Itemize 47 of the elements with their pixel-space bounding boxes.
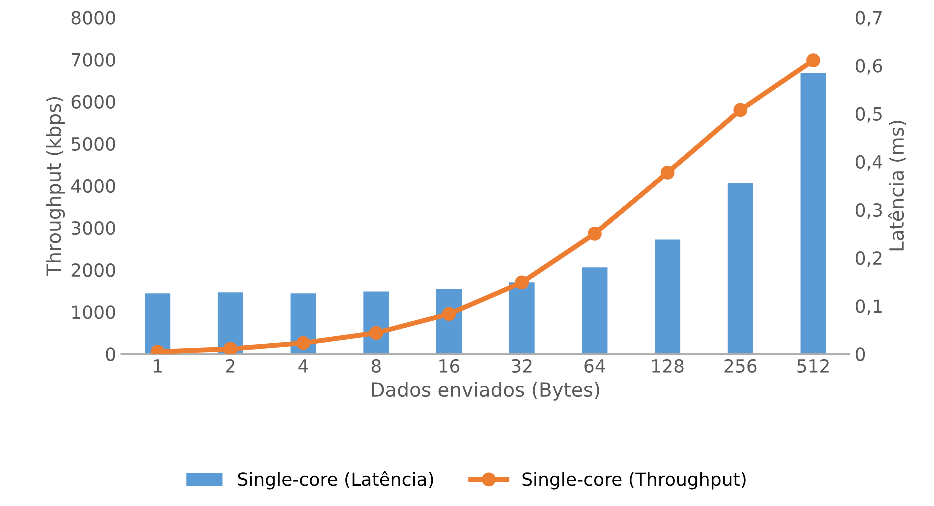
point bbox=[296, 336, 310, 350]
y2-tick-label: 0,5 bbox=[856, 107, 882, 123]
y2-tick-label: 0,3 bbox=[856, 203, 882, 219]
x-tick-label: 4 bbox=[298, 360, 308, 373]
point bbox=[369, 326, 384, 340]
x-tick-label: 512 bbox=[798, 359, 829, 374]
x-tick-label: 1 bbox=[154, 360, 162, 373]
point bbox=[588, 226, 602, 241]
point bbox=[660, 166, 675, 180]
x-tick-label: 64 bbox=[584, 359, 606, 374]
y2-axis-title: Latência (ms) bbox=[888, 121, 906, 251]
y-tick-label: 4000 bbox=[71, 179, 116, 194]
y2-tick-label: 0,6 bbox=[856, 59, 882, 75]
y-tick-label: 6000 bbox=[72, 95, 116, 109]
y2-tick-label: 0,4 bbox=[856, 155, 883, 171]
bar bbox=[509, 282, 535, 354]
point bbox=[734, 103, 748, 118]
legend-label: Single-core (Latência) bbox=[238, 472, 434, 490]
y-tick-label: 3000 bbox=[72, 221, 116, 236]
x-tick-label: 2 bbox=[226, 359, 235, 373]
x-tick-label: 256 bbox=[724, 359, 757, 374]
x-axis-title: Dados enviados (Bytes) bbox=[372, 382, 600, 401]
y2-tick-label: 0,1 bbox=[856, 300, 882, 316]
x-tick-label: 8 bbox=[372, 359, 381, 374]
y2-tick-label: 0,7 bbox=[856, 11, 882, 27]
x-tick-label: 128 bbox=[652, 359, 684, 374]
y-tick-label: 0 bbox=[106, 348, 116, 362]
bar bbox=[728, 184, 754, 354]
legend-label: Single-core (Throughput) bbox=[522, 472, 746, 490]
point bbox=[442, 307, 456, 322]
x-tick-label: 16 bbox=[440, 359, 460, 374]
y-axis-title: Throughput (kbps) bbox=[46, 97, 66, 276]
y-tick-label: 8000 bbox=[72, 11, 116, 25]
point bbox=[806, 54, 820, 68]
x-tick-label: 32 bbox=[512, 359, 532, 374]
y-tick-label: 2000 bbox=[72, 264, 116, 278]
y-tick-label: 7000 bbox=[72, 53, 116, 67]
bar bbox=[655, 240, 681, 354]
y2-tick-label: 0 bbox=[856, 348, 866, 362]
bar bbox=[145, 294, 171, 354]
y2-tick-label: 0,2 bbox=[856, 252, 882, 268]
y-tick-label: 1000 bbox=[72, 306, 116, 320]
point bbox=[224, 342, 238, 354]
y-tick-label: 5000 bbox=[72, 137, 116, 152]
bar bbox=[800, 73, 826, 354]
point bbox=[515, 276, 530, 290]
bar bbox=[582, 268, 608, 354]
